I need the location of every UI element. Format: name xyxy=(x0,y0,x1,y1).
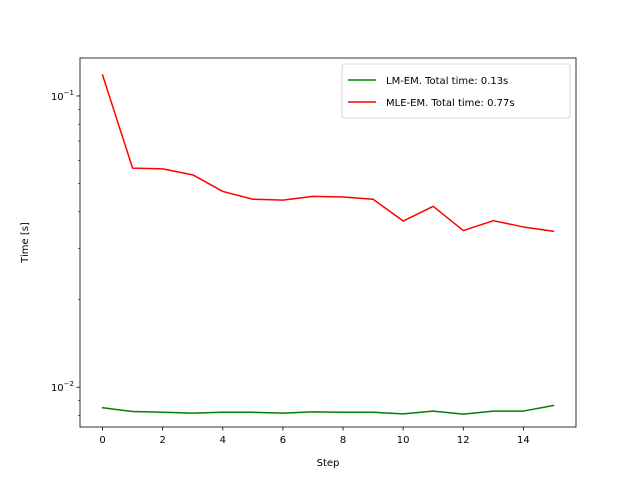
plot-frame xyxy=(79,57,577,428)
y-axis: 10−2 10−1 xyxy=(51,89,80,416)
series-line-2 xyxy=(101,74,555,233)
x-axis-label: Step xyxy=(317,458,340,469)
series-layer xyxy=(101,74,555,415)
y-axis-label: Time [s] xyxy=(20,222,31,264)
x-tick-label: 2 xyxy=(159,435,165,446)
x-tick-label: 12 xyxy=(457,435,470,446)
x-tick-label: 6 xyxy=(280,435,286,446)
x-tick-label: 0 xyxy=(99,435,105,446)
legend-label: LM-EM. Total time: 0.13s xyxy=(386,76,508,87)
x-tick-label: 14 xyxy=(517,435,530,446)
x-tick-label: 8 xyxy=(340,435,346,446)
x-tick-label: 10 xyxy=(397,435,410,446)
y-tick-label: 10−1 xyxy=(51,89,74,103)
y-tick-label: 10−2 xyxy=(51,380,74,394)
series-line-1 xyxy=(101,404,555,415)
legend-label: MLE-EM. Total time: 0.77s xyxy=(386,98,515,109)
x-tick-label: 4 xyxy=(220,435,226,446)
plot-area xyxy=(80,58,576,427)
x-axis: 0 2 4 6 8 10 12 14 xyxy=(99,427,530,446)
legend: LM-EM. Total time: 0.13s MLE-EM. Total ti… xyxy=(341,63,571,119)
legend-box xyxy=(341,63,571,119)
